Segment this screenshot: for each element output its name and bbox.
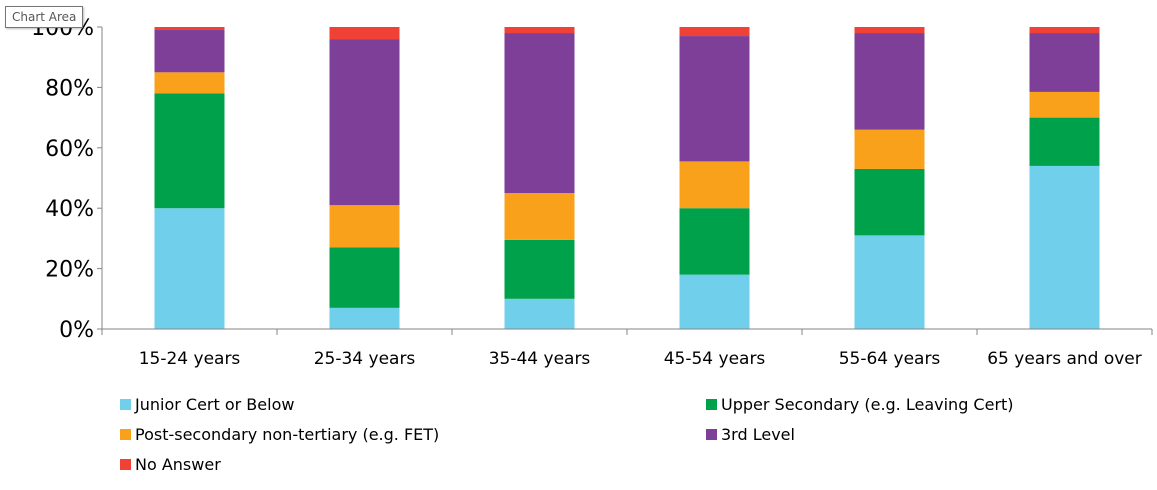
bar-15-24-years-no-answer[interactable] bbox=[154, 27, 225, 31]
bar-15-24-years-junior-cert-or-below[interactable] bbox=[154, 208, 225, 329]
bar-25-34-years-junior-cert-or-below[interactable] bbox=[329, 307, 400, 329]
x-tick-label: 55-64 years bbox=[839, 349, 941, 369]
bar-65-years-and-over-3rd-level[interactable] bbox=[1029, 33, 1100, 92]
legend-entry-post-secondary-non-tertiary-e-g-fet[interactable]: Post-secondary non-tertiary (e.g. FET) bbox=[120, 425, 439, 444]
x-tick-label: 25-34 years bbox=[314, 349, 416, 369]
bar-15-24-years-post-secondary-non-tertiary-e-g-fet[interactable] bbox=[154, 72, 225, 94]
bar-45-54-years-3rd-level[interactable] bbox=[679, 36, 750, 162]
bar-25-34-years-upper-secondary-e-g-leaving-cert[interactable] bbox=[329, 247, 400, 308]
y-tick-label: 60% bbox=[45, 137, 94, 162]
bar-35-44-years-post-secondary-non-tertiary-e-g-fet[interactable] bbox=[504, 193, 575, 240]
legend-label: No Answer bbox=[135, 455, 221, 474]
y-tick-label: 40% bbox=[45, 197, 94, 222]
bar-25-34-years-3rd-level[interactable] bbox=[329, 39, 400, 206]
bar-45-54-years-junior-cert-or-below[interactable] bbox=[679, 274, 750, 329]
bar-35-44-years-junior-cert-or-below[interactable] bbox=[504, 298, 575, 329]
bar-65-years-and-over-junior-cert-or-below[interactable] bbox=[1029, 165, 1100, 329]
legend-label: Junior Cert or Below bbox=[134, 395, 294, 414]
legend-entry-no-answer[interactable]: No Answer bbox=[120, 455, 221, 474]
plot-area bbox=[154, 27, 1100, 329]
bar-25-34-years-no-answer[interactable] bbox=[329, 27, 400, 40]
bar-55-64-years-junior-cert-or-below[interactable] bbox=[854, 235, 925, 329]
bar-45-54-years-post-secondary-non-tertiary-e-g-fet[interactable] bbox=[679, 161, 750, 209]
chart-area-tooltip: Chart Area bbox=[5, 6, 84, 28]
legend-entry-junior-cert-or-below[interactable]: Junior Cert or Below bbox=[120, 395, 294, 414]
bar-65-years-and-over-upper-secondary-e-g-leaving-cert[interactable] bbox=[1029, 117, 1100, 166]
bar-65-years-and-over-post-secondary-non-tertiary-e-g-fet[interactable] bbox=[1029, 91, 1100, 118]
bar-25-34-years-post-secondary-non-tertiary-e-g-fet[interactable] bbox=[329, 205, 400, 248]
bar-65-years-and-over-no-answer[interactable] bbox=[1029, 27, 1100, 34]
bar-15-24-years-upper-secondary-e-g-leaving-cert[interactable] bbox=[154, 93, 225, 209]
legend-label: Upper Secondary (e.g. Leaving Cert) bbox=[721, 395, 1014, 414]
bar-55-64-years-3rd-level[interactable] bbox=[854, 33, 925, 130]
legend-swatch bbox=[120, 429, 131, 440]
y-tick-label: 20% bbox=[45, 258, 94, 283]
x-tick-label: 45-54 years bbox=[664, 349, 766, 369]
legend-entry-upper-secondary-e-g-leaving-cert[interactable]: Upper Secondary (e.g. Leaving Cert) bbox=[706, 395, 1014, 414]
legend-entry-3rd-level[interactable]: 3rd Level bbox=[706, 425, 795, 444]
legend-label: 3rd Level bbox=[721, 425, 795, 444]
legend-label: Post-secondary non-tertiary (e.g. FET) bbox=[135, 425, 439, 444]
legend-swatch bbox=[706, 399, 717, 410]
legend-swatch bbox=[120, 399, 131, 410]
bar-45-54-years-upper-secondary-e-g-leaving-cert[interactable] bbox=[679, 208, 750, 275]
x-tick-label: 15-24 years bbox=[139, 349, 241, 369]
bar-55-64-years-post-secondary-non-tertiary-e-g-fet[interactable] bbox=[854, 129, 925, 169]
x-tick-label: 65 years and over bbox=[987, 349, 1142, 369]
bar-55-64-years-no-answer[interactable] bbox=[854, 27, 925, 34]
axes: 0%20%40%60%80%100%15-24 years 25-34 years… bbox=[31, 16, 1153, 369]
bar-15-24-years-3rd-level[interactable] bbox=[154, 30, 225, 73]
x-tick-label: 35-44 years bbox=[489, 349, 591, 369]
y-tick-label: 0% bbox=[59, 318, 94, 343]
bar-45-54-years-no-answer[interactable] bbox=[679, 27, 750, 37]
bar-35-44-years-no-answer[interactable] bbox=[504, 27, 575, 34]
bar-35-44-years-upper-secondary-e-g-leaving-cert[interactable] bbox=[504, 239, 575, 299]
legend: Junior Cert or Below Upper Secondary (e.g… bbox=[120, 395, 1014, 474]
legend-swatch bbox=[706, 429, 717, 440]
bar-55-64-years-upper-secondary-e-g-leaving-cert[interactable] bbox=[854, 168, 925, 236]
y-tick-label: 80% bbox=[45, 76, 94, 101]
bar-35-44-years-3rd-level[interactable] bbox=[504, 33, 575, 194]
legend-swatch bbox=[120, 459, 131, 470]
